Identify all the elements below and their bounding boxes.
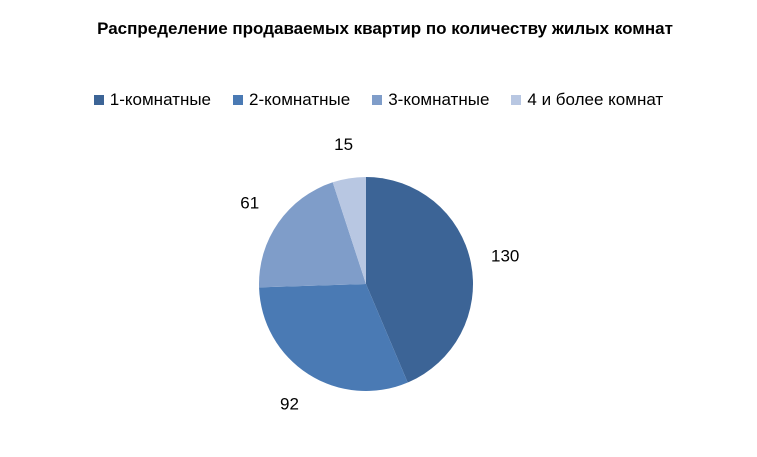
pie-data-labels: 130 92 61 15: [240, 135, 519, 414]
legend-label-1-room: 1-комнатные: [109, 90, 211, 109]
legend-item-2-room: 2-комнатные: [233, 90, 350, 110]
legend-swatch-2-room: [233, 95, 243, 105]
legend: 1-комнатные 2-комнатные 3-комнатные 4 и …: [0, 90, 757, 110]
legend-label-4-plus-room: 4 и более комнат: [527, 90, 664, 109]
pie-slices: [258, 177, 474, 392]
legend-item-1-room: 1-комнатные: [93, 90, 211, 110]
legend-label-2-room: 2-комнатные: [249, 90, 351, 109]
data-label-3-room: 61: [240, 194, 259, 213]
pie-slice-3-room: [258, 182, 366, 288]
legend-item-3-room: 3-комнатные: [372, 90, 489, 110]
legend-swatch-4-plus-room: [511, 95, 522, 105]
pie-slice-2-room: [259, 284, 408, 392]
legend-item-4-plus-room: 4 и более комнат: [511, 90, 663, 110]
data-label-2-room: 92: [280, 395, 299, 414]
pie-slice-1-room: [366, 177, 474, 383]
data-label-4-plus-room: 15: [334, 135, 353, 154]
data-label-1-room: 130: [491, 247, 519, 266]
legend-swatch-3-room: [372, 95, 383, 105]
legend-label-3-room: 3-комнатные: [388, 90, 490, 109]
pie-slice-4-plus-room: [332, 177, 366, 284]
legend-swatch-1-room: [93, 95, 104, 105]
chart-title: Распределение продаваемых квартир по кол…: [97, 19, 673, 38]
